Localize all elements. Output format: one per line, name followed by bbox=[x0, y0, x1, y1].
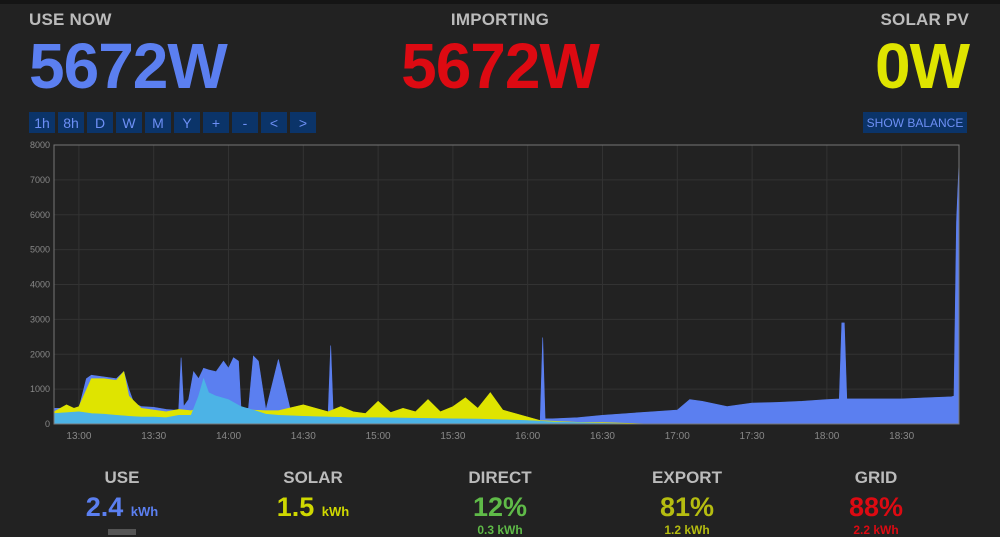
zoom-in-button[interactable]: + bbox=[203, 112, 229, 133]
range-day-button[interactable]: D bbox=[87, 112, 113, 133]
summary-use-bar bbox=[108, 529, 136, 535]
y-tick-label: 3000 bbox=[30, 314, 50, 324]
y-tick-label: 0 bbox=[45, 419, 50, 429]
summary-use-unit: kWh bbox=[130, 504, 159, 519]
use-now-value: 5672W bbox=[29, 30, 228, 102]
summary-solar-unit: kWh bbox=[321, 504, 350, 519]
range-1h-button[interactable]: 1h bbox=[29, 112, 55, 133]
summary-solar: SOLAR 1.5 kWh bbox=[233, 468, 393, 523]
zoom-out-button[interactable]: - bbox=[232, 112, 258, 133]
solar-pv-stat: SOLAR PV 0W bbox=[875, 10, 970, 102]
importing-value: 5672W bbox=[401, 30, 600, 102]
direct-series-area bbox=[53, 377, 653, 425]
summary-direct-sub: 0.3 kWh bbox=[477, 523, 523, 537]
x-tick-label: 18:00 bbox=[814, 431, 839, 442]
summary-export-value: 81% bbox=[659, 492, 715, 522]
x-axis-ticks: 13:00 13:30 14:00 14:30 15:00 15:30 16:00 16:30… bbox=[66, 431, 914, 442]
x-tick-label: 14:00 bbox=[216, 431, 241, 442]
pan-right-button[interactable]: > bbox=[290, 112, 316, 133]
show-balance-button[interactable]: SHOW BALANCE bbox=[863, 112, 967, 133]
x-tick-label: 18:30 bbox=[889, 431, 914, 442]
x-tick-label: 15:30 bbox=[440, 431, 465, 442]
y-tick-label: 6000 bbox=[30, 210, 50, 220]
x-tick-label: 15:00 bbox=[366, 431, 391, 442]
x-tick-label: 16:00 bbox=[515, 431, 540, 442]
y-tick-label: 2000 bbox=[30, 349, 50, 359]
summary-export: EXPORT 81% 1.2 kWh bbox=[607, 468, 767, 537]
x-tick-label: 16:30 bbox=[590, 431, 615, 442]
range-year-button[interactable]: Y bbox=[174, 112, 200, 133]
summary-use-value: 2.4 bbox=[85, 492, 124, 522]
summary-solar-value: 1.5 bbox=[276, 492, 315, 522]
y-tick-label: 4000 bbox=[30, 280, 50, 290]
summary-grid-value: 88% bbox=[848, 492, 904, 522]
x-tick-label: 17:00 bbox=[665, 431, 690, 442]
use-now-label: USE NOW bbox=[29, 10, 112, 29]
summary-solar-label: SOLAR bbox=[283, 468, 343, 487]
range-week-button[interactable]: W bbox=[116, 112, 142, 133]
importing-label: IMPORTING bbox=[450, 10, 550, 29]
summary-use: USE 2.4 kWh bbox=[42, 468, 202, 535]
summary-grid-sub: 2.2 kWh bbox=[853, 523, 899, 537]
summary-export-sub: 1.2 kWh bbox=[664, 523, 710, 537]
solar-pv-label: SOLAR PV bbox=[880, 10, 969, 29]
pan-left-button[interactable]: < bbox=[261, 112, 287, 133]
range-month-button[interactable]: M bbox=[145, 112, 171, 133]
x-tick-label: 14:30 bbox=[291, 431, 316, 442]
plot-frame bbox=[53, 144, 960, 425]
y-tick-label: 7000 bbox=[30, 175, 50, 185]
range-8h-button[interactable]: 8h bbox=[58, 112, 84, 133]
y-axis-ticks: 0 1000 2000 3000 4000 5000 6000 7000 8000 bbox=[30, 140, 50, 429]
y-tick-label: 5000 bbox=[30, 245, 50, 255]
y-tick-label: 1000 bbox=[30, 384, 50, 394]
y-tick-label: 8000 bbox=[30, 140, 50, 150]
chart-series bbox=[53, 162, 960, 425]
summary-grid-label: GRID bbox=[854, 468, 898, 487]
importing-stat: IMPORTING 5672W bbox=[390, 10, 610, 98]
summary-direct: DIRECT 12% 0.3 kWh bbox=[420, 468, 580, 537]
summary-use-label: USE bbox=[104, 468, 140, 487]
summary-grid: GRID 88% 2.2 kWh bbox=[796, 468, 956, 537]
x-tick-label: 17:30 bbox=[740, 431, 765, 442]
summary-export-label: EXPORT bbox=[652, 468, 722, 487]
x-tick-label: 13:00 bbox=[66, 431, 91, 442]
x-tick-label: 13:30 bbox=[141, 431, 166, 442]
solar-series-area bbox=[53, 371, 653, 425]
summary-direct-value: 12% bbox=[472, 492, 528, 522]
use-now-stat: USE NOW 5672W bbox=[29, 10, 228, 102]
use-series-area bbox=[53, 162, 960, 425]
range-toolbar: 1h 8h D W M Y + - < > bbox=[29, 112, 316, 133]
solar-pv-value: 0W bbox=[875, 30, 970, 102]
summary-direct-label: DIRECT bbox=[468, 468, 532, 487]
chart-grid bbox=[54, 144, 959, 425]
top-border bbox=[0, 0, 1000, 4]
